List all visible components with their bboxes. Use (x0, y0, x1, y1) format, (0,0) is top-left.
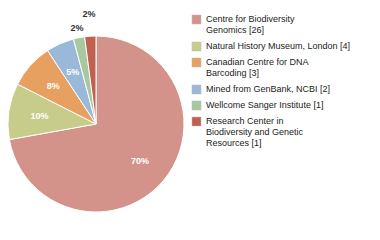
legend-label-line: Biodiversity and Genetic (206, 127, 304, 137)
legend-label-line: Wellcome Sanger Institute [1] (206, 100, 323, 110)
legend-item: Research Center inBiodiversity and Genet… (192, 116, 304, 148)
legend-item: Mined from GenBank, NCBI [2] (192, 84, 330, 94)
legend: Centre for BiodiversityGenomics [26] Natu… (192, 14, 350, 148)
legend-label-line: Genomics [26] (206, 25, 264, 35)
legend-swatch (192, 85, 201, 94)
pie: 70% 10% 8% 5% 2% 2% (8, 9, 184, 212)
legend-label-line: Centre for Biodiversity (206, 14, 295, 24)
legend-label: Canadian Centre for DNABarcoding [3] (206, 57, 309, 78)
legend-item: Wellcome Sanger Institute [1] (192, 100, 323, 110)
legend-swatch (192, 117, 201, 126)
chart: 70% 10% 8% 5% 2% 2% Centre for BiodiversityGen… (0, 0, 380, 240)
legend-label: Natural History Museum, London [4] (206, 41, 350, 51)
data-label: 5% (66, 67, 79, 77)
pie-slice (85, 36, 96, 124)
legend-swatch (192, 15, 201, 24)
legend-label-line: Natural History Museum, London [4] (206, 41, 350, 51)
legend-label-line: Canadian Centre for DNA (206, 57, 309, 67)
legend-label-line: Barcoding [3] (206, 68, 259, 78)
legend-label: Mined from GenBank, NCBI [2] (206, 84, 330, 94)
legend-item: Natural History Museum, London [4] (192, 41, 350, 51)
legend-label: Centre for BiodiversityGenomics [26] (206, 14, 295, 35)
legend-swatch (192, 101, 201, 110)
pie-slice (73, 37, 96, 124)
data-label: 2% (71, 23, 84, 33)
data-label: 10% (30, 111, 48, 121)
data-label: 70% (131, 156, 149, 166)
legend-label: Research Center inBiodiversity and Genet… (206, 116, 304, 148)
legend-swatch (192, 58, 201, 67)
legend-item: Centre for BiodiversityGenomics [26] (192, 14, 295, 35)
legend-item: Canadian Centre for DNABarcoding [3] (192, 57, 309, 78)
legend-swatch (192, 42, 201, 51)
legend-label-line: Resources [1] (206, 138, 262, 148)
data-label: 8% (47, 81, 60, 91)
legend-label-line: Research Center in (206, 116, 284, 126)
data-label: 2% (82, 9, 95, 19)
legend-label: Wellcome Sanger Institute [1] (206, 100, 323, 110)
legend-label-line: Mined from GenBank, NCBI [2] (206, 84, 330, 94)
